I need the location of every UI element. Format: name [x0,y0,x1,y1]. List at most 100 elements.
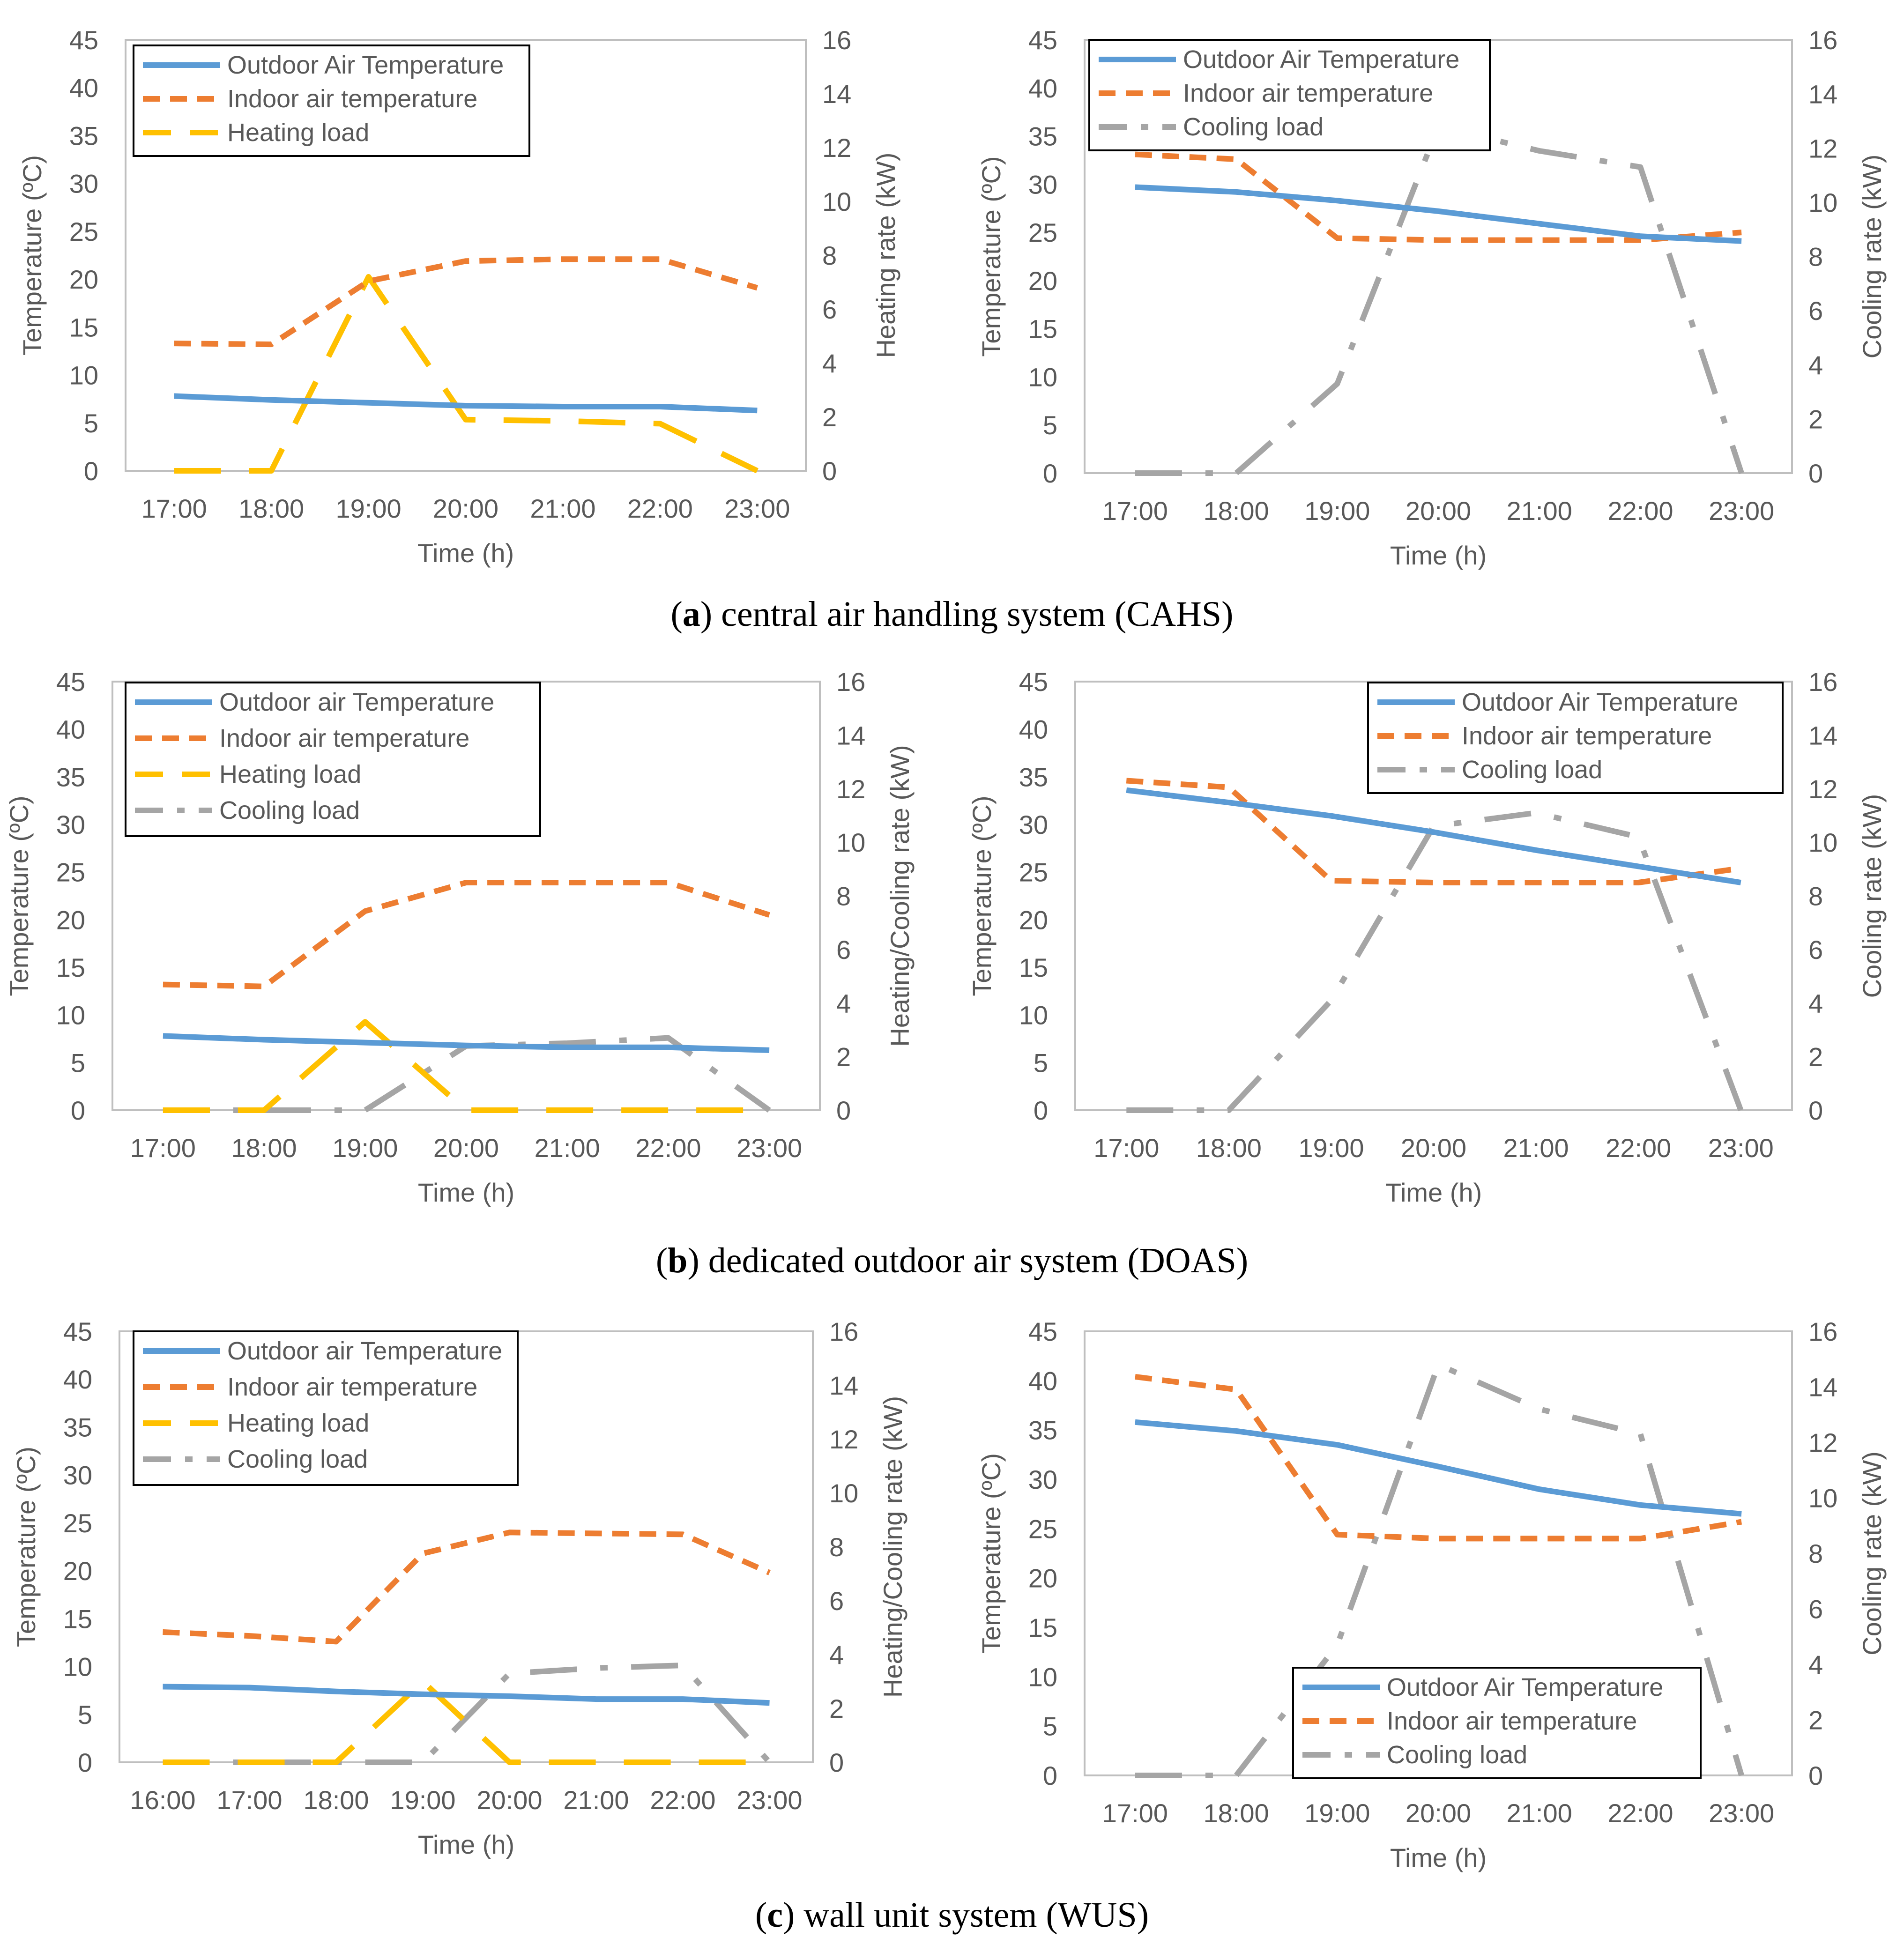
y2-tick-label: 10 [822,187,851,216]
y2-tick-label: 2 [1808,1042,1823,1072]
series-line-indoor [163,1529,771,1645]
y2-tick-label: 6 [1808,935,1823,965]
plot-area [125,39,807,472]
x-tick-label: 20:00 [433,1133,499,1163]
y2-tick-label: 2 [1808,1706,1823,1735]
legend-label: Heating load [219,760,361,788]
y-tick-label: 10 [1028,362,1057,392]
x-tick-label: 21:00 [563,1785,629,1815]
legend-box [125,682,541,837]
x-tick-label: 19:00 [332,1133,398,1163]
y-tick-label: 30 [1019,810,1048,839]
y-axis-title: Temperature (ºC) [4,795,34,996]
y-tick-label: 10 [69,361,98,390]
y2-axis-title: Cooling rate (kW) [1857,155,1887,359]
legend-box [133,1330,519,1486]
x-tick-label: 22:00 [635,1133,701,1163]
x-tick-label: 17:00 [141,494,207,523]
y-tick-label: 20 [63,1556,92,1586]
x-tick-label: 17:00 [1102,1798,1168,1828]
y-tick-label: 20 [69,265,98,294]
x-tick-label: 17:00 [130,1133,196,1163]
y2-tick-label: 16 [1808,25,1837,55]
y-tick-label: 15 [69,312,98,342]
y-tick-label: 40 [56,715,85,744]
y2-tick-label: 2 [822,402,837,432]
x-tick-label: 21:00 [530,494,595,523]
x-tick-label: 23:00 [724,494,790,523]
y2-tick-label: 4 [836,988,851,1018]
x-tick-label: 20:00 [1406,496,1471,526]
legend-label: Outdoor Air Temperature [1183,45,1459,74]
y2-tick-label: 12 [822,133,851,163]
y2-tick-label: 8 [836,882,851,911]
x-tick-label: 18:00 [231,1133,297,1163]
y-tick-label: 35 [56,762,85,792]
y-tick-label: 25 [1028,218,1057,247]
y2-tick-label: 2 [829,1694,844,1723]
series-line-indoor [163,880,770,989]
y2-tick-label: 16 [829,1317,858,1346]
series-line-heating [163,1019,770,1113]
y2-tick-label: 4 [1808,350,1823,380]
x-tick-label: 23:00 [1708,1133,1774,1163]
series-line-outdoor [163,1684,770,1706]
y-tick-label: 0 [1034,1096,1048,1125]
x-tick-label: 21:00 [1503,1133,1569,1163]
x-tick-label: 23:00 [1709,496,1774,526]
legend-label: Outdoor air Temperature [227,1337,502,1365]
y2-tick-label: 10 [1808,188,1837,217]
y2-tick-label: 0 [1808,1096,1823,1125]
y-tick-label: 35 [1028,122,1057,151]
y-tick-label: 10 [63,1652,92,1682]
caption-b: (b) dedicated outdoor air system (DOAS) [655,1241,1249,1280]
y2-tick-label: 0 [822,456,837,486]
y-tick-label: 15 [63,1604,92,1633]
y2-tick-label: 8 [1808,882,1823,911]
y2-tick-label: 2 [1808,404,1823,434]
legend-label: Cooling load [1462,756,1602,784]
y2-tick-label: 6 [1808,1595,1823,1624]
y2-tick-label: 0 [1808,1761,1823,1790]
legend-label: Cooling load [227,1445,368,1473]
x-axis-title: Time (h) [1390,541,1487,570]
y2-tick-label: 14 [1808,720,1837,750]
y2-tick-label: 12 [836,774,865,804]
x-tick-label: 22:00 [1606,1133,1671,1163]
legend-label: Indoor air temperature [1462,722,1712,750]
y-tick-label: 15 [1028,314,1057,344]
y-tick-label: 10 [1019,1001,1048,1030]
y2-tick-label: 12 [829,1425,858,1454]
y2-tick-label: 12 [1808,1428,1837,1457]
y2-tick-label: 10 [836,828,865,857]
x-tick-label: 18:00 [1204,496,1269,526]
x-axis-title: Time (h) [418,1830,514,1859]
y-tick-label: 0 [78,1748,92,1777]
chart-c-right: 0 5 10 15 20 25 30 35 40 45 0 2 4 6 8 10 12 14 16 17:00 18:0… [976,1317,1887,1872]
caption-c: (c) wall unit system (WUS) [755,1895,1149,1935]
y2-tick-label: 8 [1808,1539,1823,1568]
series-line-outdoor [163,1033,770,1053]
y-axis-title: Temperature (ºC) [17,155,47,356]
x-tick-label: 17:00 [1093,1133,1159,1163]
y-tick-label: 10 [56,1001,85,1030]
y2-tick-label: 4 [1808,988,1823,1018]
y2-tick-label: 6 [822,295,837,324]
y-tick-label: 30 [63,1461,92,1490]
chart-b-left: 0 5 10 15 20 25 30 35 40 45 0 2 4 6 8 10 12 14 16 17:00 18:0… [4,667,915,1207]
series-line-cooling [1126,810,1744,1113]
y2-axis-title: Cooling rate (kW) [1857,1451,1887,1655]
y-tick-label: 40 [1028,74,1057,103]
y-tick-label: 0 [71,1096,85,1125]
y2-tick-label: 6 [1808,296,1823,326]
x-tick-label: 20:00 [1401,1133,1466,1163]
y2-axis-title: Cooling rate (kW) [1857,794,1887,998]
x-tick-label: 19:00 [390,1785,455,1815]
y-tick-label: 40 [1019,715,1048,744]
y-tick-label: 45 [1019,667,1048,697]
y2-tick-label: 4 [822,349,837,378]
y-tick-label: 45 [69,25,98,55]
x-tick-label: 18:00 [1204,1798,1269,1828]
y-tick-label: 5 [78,1700,92,1730]
y2-tick-label: 10 [1808,828,1837,857]
